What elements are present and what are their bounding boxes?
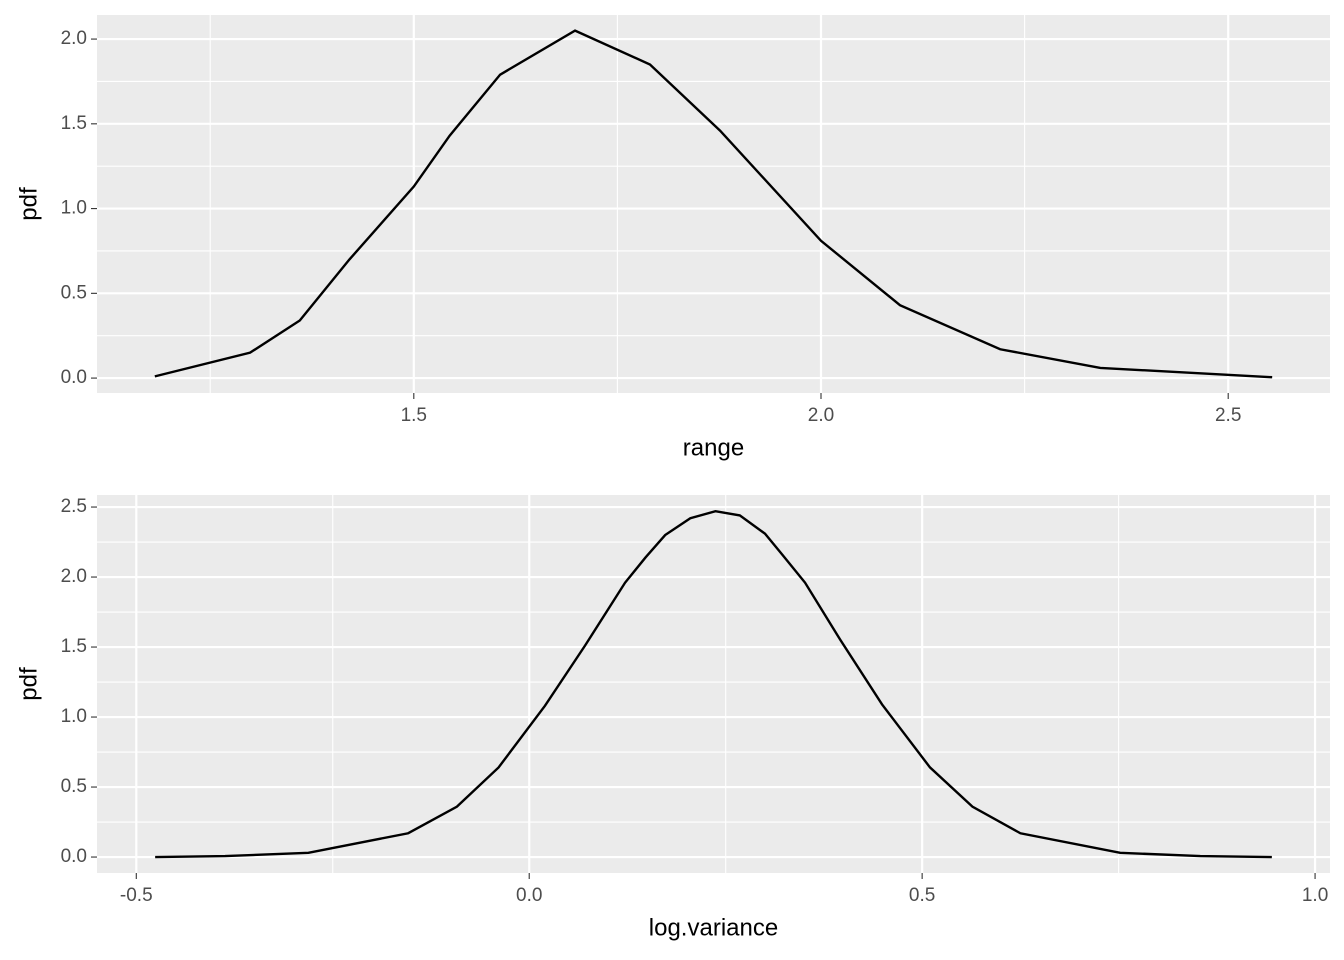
x-tick-label: 2.5 [1215,405,1241,426]
y-tick-label: 1.5 [61,113,87,134]
x-tick-label: 0.5 [909,885,935,906]
x-tick-label: 0.0 [516,885,542,906]
y-tick-label: 2.0 [61,28,87,49]
line [154,29,1273,379]
panel-background [97,15,1330,393]
y-tick-label: 1.0 [61,706,87,727]
y-axis-title: pdf [15,187,42,221]
y-tick-label: 1.0 [61,198,87,219]
x-tick-label: 2.0 [808,405,834,426]
y-tick-label: 2.5 [61,496,87,517]
x-tick-label: -0.5 [120,885,153,906]
x-tick-label: 1.5 [401,405,427,426]
x-axis-title: log.variance [649,914,778,941]
y-axis-title: pdf [15,667,42,701]
y-tick-label: 0.5 [61,776,87,797]
y-tick-label: 2.0 [61,566,87,587]
panel-background [97,495,1330,873]
y-tick-label: 0.0 [61,846,87,867]
y-tick-label: 1.5 [61,636,87,657]
x-tick-label: 1.0 [1302,885,1328,906]
x-axis-title: range [683,434,744,461]
y-tick-label: 0.0 [61,367,87,388]
y-tick-label: 0.5 [61,282,87,303]
line [155,510,1272,859]
